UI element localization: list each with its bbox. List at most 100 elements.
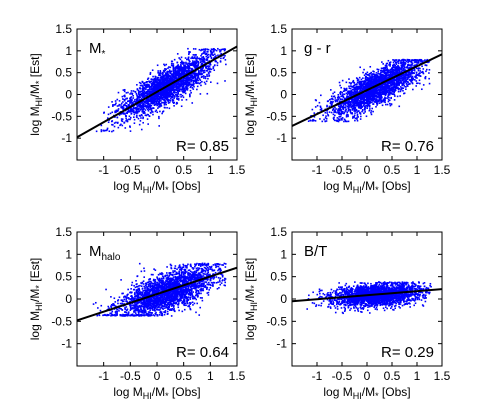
- data-point: [170, 84, 173, 86]
- data-point: [346, 101, 348, 103]
- data-point: [353, 82, 356, 84]
- data-point: [157, 98, 160, 101]
- data-point: [203, 81, 206, 84]
- data-point: [148, 86, 151, 88]
- data-point: [149, 73, 152, 75]
- data-point: [401, 71, 403, 73]
- data-point: [151, 84, 154, 86]
- data-point: [349, 87, 352, 90]
- data-point: [387, 72, 389, 74]
- data-point: [130, 107, 132, 110]
- data-point: [218, 49, 221, 51]
- data-point: [402, 58, 404, 61]
- data-point: [210, 48, 213, 51]
- data-point: [362, 88, 365, 90]
- data-point: [372, 110, 374, 113]
- data-point: [152, 107, 155, 110]
- data-point: [153, 84, 155, 86]
- data-point: [202, 75, 204, 78]
- data-point: [212, 66, 215, 68]
- data-point: [368, 85, 370, 87]
- data-point: [224, 54, 226, 57]
- data-point: [403, 62, 405, 65]
- data-point: [387, 89, 390, 92]
- data-point: [208, 68, 211, 71]
- data-point: [172, 68, 175, 70]
- data-point: [214, 49, 216, 51]
- data-point: [132, 101, 134, 104]
- data-point: [191, 83, 194, 86]
- data-point: [397, 65, 400, 68]
- data-point: [397, 82, 400, 85]
- data-point: [392, 87, 394, 89]
- data-point: [357, 101, 360, 104]
- data-point: [399, 81, 402, 83]
- data-point: [339, 92, 342, 95]
- data-point: [389, 102, 391, 105]
- data-point: [149, 104, 152, 107]
- data-point: [359, 102, 362, 104]
- data-point: [163, 64, 166, 67]
- data-point: [148, 100, 151, 103]
- data-point: [173, 97, 175, 100]
- data-point: [204, 49, 206, 51]
- data-point: [179, 85, 182, 87]
- data-point: [192, 60, 194, 62]
- data-point: [167, 88, 169, 90]
- data-point: [190, 73, 192, 76]
- data-point: [182, 96, 185, 99]
- data-point: [364, 106, 367, 109]
- data-point: [320, 109, 323, 112]
- data-point: [147, 98, 150, 101]
- data-point: [198, 48, 201, 51]
- data-point: [194, 77, 197, 79]
- data-point: [166, 90, 169, 93]
- data-point: [180, 82, 183, 84]
- data-point: [392, 64, 395, 66]
- data-point: [325, 120, 328, 122]
- data-point: [361, 84, 364, 87]
- data-point: [139, 105, 141, 107]
- data-point: [187, 47, 189, 50]
- data-point: [402, 63, 405, 66]
- data-point: [408, 64, 411, 67]
- data-point: [356, 113, 359, 116]
- data-point: [387, 100, 390, 103]
- data-point: [410, 72, 413, 75]
- data-point: [322, 114, 324, 117]
- data-point: [343, 89, 346, 92]
- data-point: [417, 74, 420, 77]
- data-point: [193, 65, 196, 68]
- data-point: [194, 60, 196, 63]
- data-point: [153, 88, 156, 91]
- data-point: [158, 115, 160, 118]
- data-point: [332, 117, 335, 119]
- data-point: [368, 104, 371, 107]
- data-point: [187, 58, 190, 61]
- data-point: [417, 61, 420, 63]
- data-point: [331, 101, 334, 104]
- data-point: [209, 54, 212, 56]
- data-point: [109, 112, 112, 115]
- data-point: [171, 87, 173, 89]
- data-point: [382, 79, 384, 82]
- data-point: [377, 72, 379, 75]
- data-point: [142, 94, 144, 97]
- data-point: [130, 112, 133, 115]
- data-point: [142, 87, 144, 89]
- data-point: [414, 76, 417, 79]
- data-point: [210, 56, 213, 59]
- data-point: [383, 99, 386, 102]
- data-point: [182, 82, 185, 85]
- data-point: [167, 100, 170, 103]
- data-point: [392, 88, 395, 91]
- data-point: [406, 65, 408, 68]
- data-point: [367, 104, 369, 106]
- data-point: [384, 71, 387, 74]
- data-point: [208, 70, 211, 73]
- data-point: [365, 94, 368, 97]
- data-point: [370, 113, 373, 116]
- data-point: [161, 82, 163, 85]
